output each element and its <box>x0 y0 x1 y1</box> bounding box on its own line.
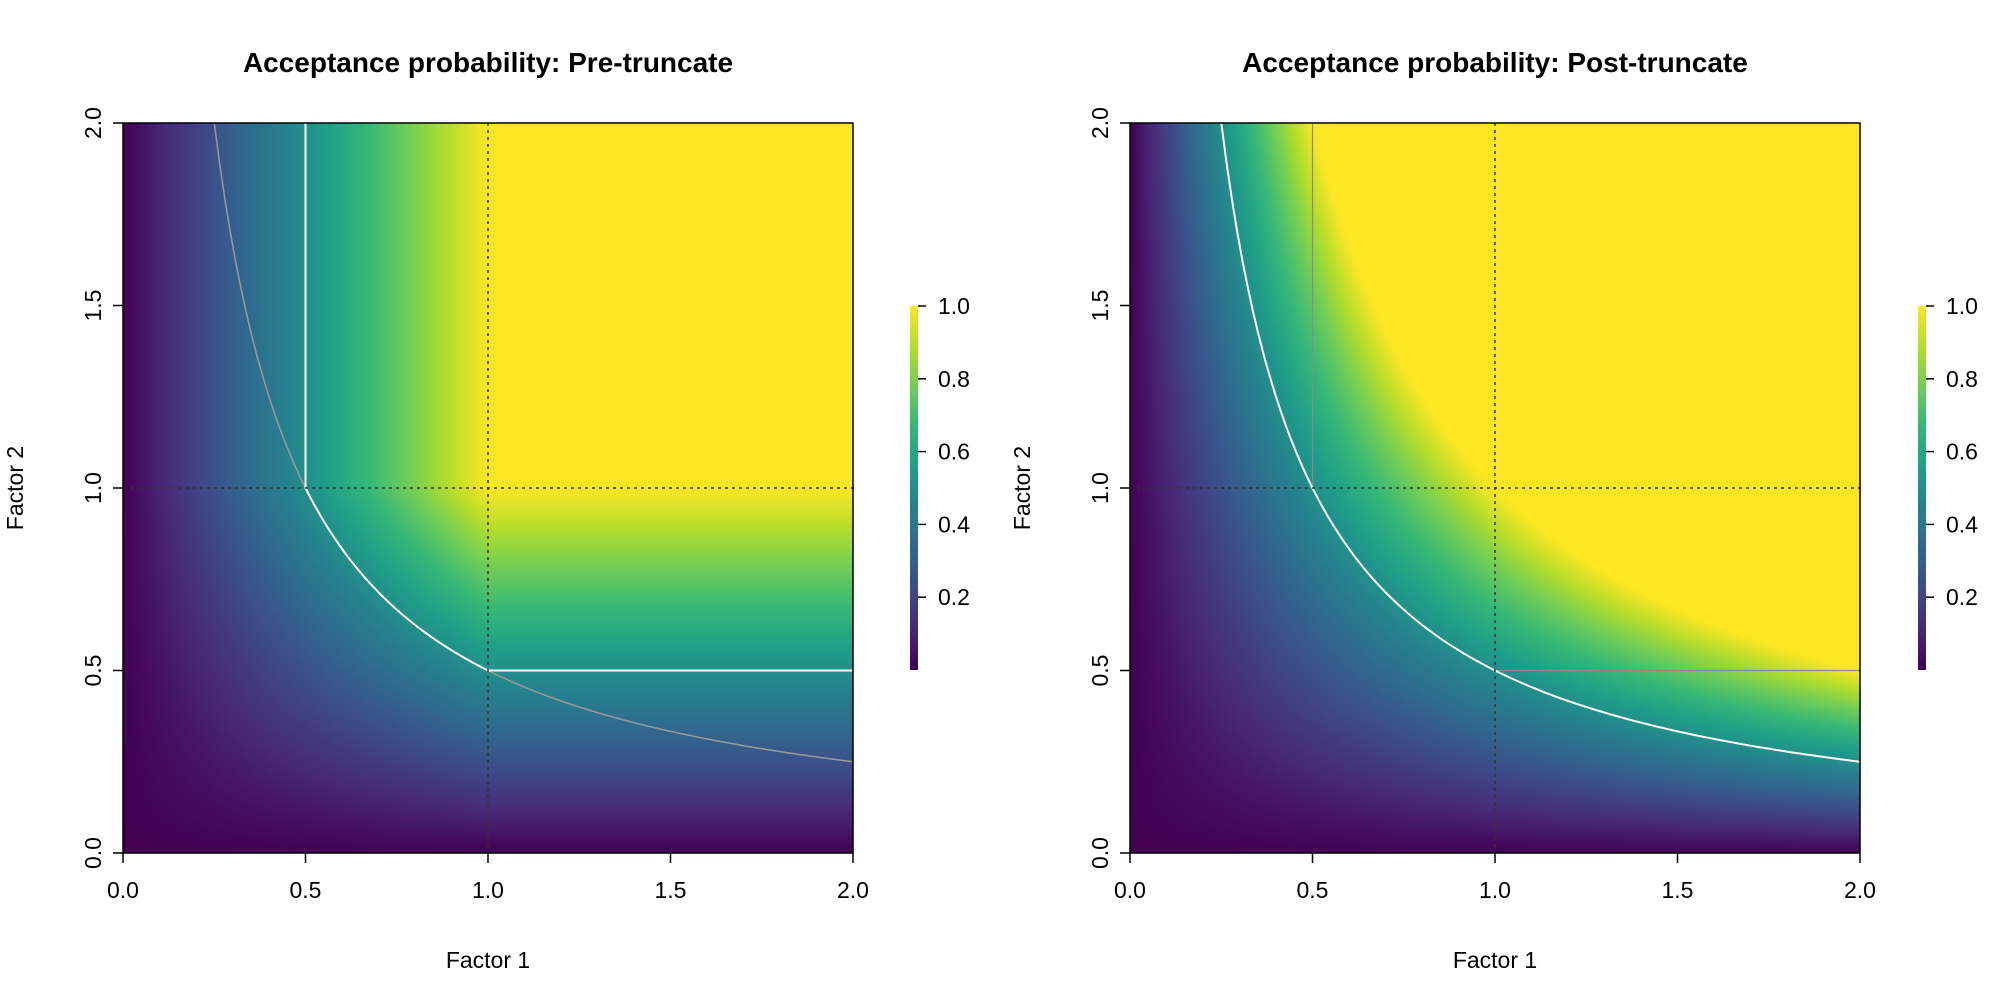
contour-product-half <box>1220 122 1861 763</box>
contours <box>1220 122 1861 763</box>
chart-title: Acceptance probability: Post-truncate <box>1242 47 1748 78</box>
colorbar-tick-label: 0.4 <box>1946 511 1978 537</box>
y-tick-label: 1.5 <box>80 290 106 322</box>
x-tick-label: 1.5 <box>1662 877 1694 903</box>
y-tick-label: 0.0 <box>80 837 106 869</box>
y-tick-label: 0.0 <box>1087 837 1113 869</box>
colorbar-tick-label: 0.8 <box>938 366 970 392</box>
x-tick-label: 1.5 <box>655 877 687 903</box>
x-tick-label: 0.0 <box>1114 877 1146 903</box>
x-axis-label: Factor 1 <box>1453 947 1537 973</box>
y-tick-label: 0.5 <box>80 655 106 687</box>
colorbar-tick-label: 0.6 <box>1946 439 1978 465</box>
y-tick-label: 2.0 <box>80 107 106 139</box>
x-tick-label: 1.0 <box>1479 877 1511 903</box>
y-axis-label: Factor 2 <box>1009 446 1035 530</box>
y-tick-label: 2.0 <box>1087 107 1113 139</box>
colorbar: 0.2 0.4 0.6 0.8 1.0 <box>910 293 970 670</box>
y-tick-label: 0.5 <box>1087 655 1113 687</box>
colorbar-tick-label: 0.2 <box>938 584 970 610</box>
x-axis-label: Factor 1 <box>446 947 530 973</box>
contours <box>213 122 854 763</box>
chart-title: Acceptance probability: Pre-truncate <box>243 47 733 78</box>
x-tick-label: 2.0 <box>837 877 869 903</box>
x-tick-label: 2.0 <box>1844 877 1876 903</box>
colorbar-tick-label: 0.6 <box>938 439 970 465</box>
colorbar-tick-label: 1.0 <box>1946 293 1978 319</box>
colorbar-tick-label: 0.8 <box>1946 366 1978 392</box>
colorbar-gradient <box>910 306 918 670</box>
colorbar-tick-label: 0.4 <box>938 511 970 537</box>
x-tick-label: 0.5 <box>290 877 322 903</box>
x-tick-label: 0.0 <box>107 877 139 903</box>
x-tick-label: 1.0 <box>472 877 504 903</box>
colorbar-tick-label: 0.2 <box>1946 584 1978 610</box>
x-tick-label: 0.5 <box>1297 877 1329 903</box>
colorbar: 0.2 0.4 0.6 0.8 1.0 <box>1918 293 1978 670</box>
colorbar-tick-label: 1.0 <box>938 293 970 319</box>
y-tick-label: 1.5 <box>1087 290 1113 322</box>
colorbar-gradient <box>1918 306 1926 670</box>
y-tick-label: 1.0 <box>1087 472 1113 504</box>
y-axis-label: Factor 2 <box>2 446 28 530</box>
panel-post-truncate: Acceptance probability: Post-truncate 0.0… <box>1009 47 1978 973</box>
y-tick-label: 1.0 <box>80 472 106 504</box>
contour-truncated-boundary <box>304 123 853 672</box>
